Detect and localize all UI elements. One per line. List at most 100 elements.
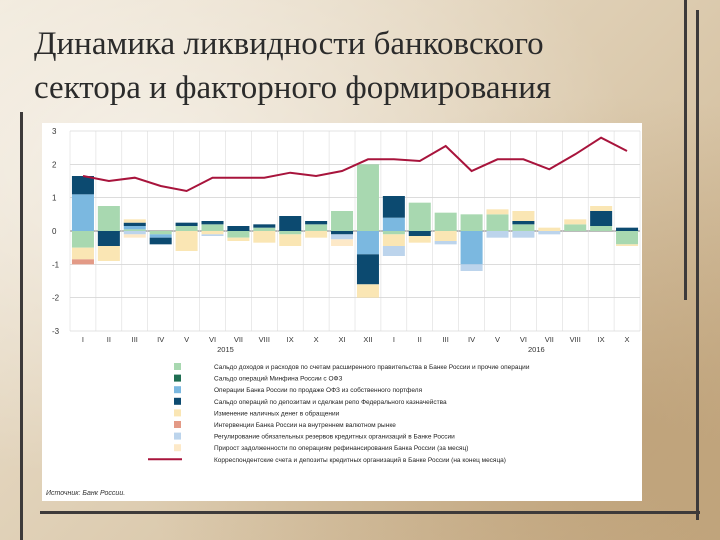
bar-segment bbox=[434, 241, 457, 245]
legend-swatch bbox=[174, 397, 181, 405]
bar-segment bbox=[123, 222, 146, 226]
bar-segment bbox=[71, 231, 94, 248]
bar-segment bbox=[486, 209, 509, 215]
x-tick-label: V bbox=[184, 335, 189, 344]
bar-segment bbox=[279, 234, 302, 246]
frame-border-top-right bbox=[684, 0, 687, 300]
bar-segment bbox=[253, 227, 276, 231]
legend-swatch bbox=[174, 363, 181, 370]
bar-segment bbox=[382, 246, 405, 256]
slide-title-line-2: сектора и факторного формирования bbox=[34, 70, 552, 106]
bar-segment bbox=[279, 216, 302, 231]
bar-segment bbox=[616, 231, 639, 245]
legend-swatch bbox=[174, 409, 181, 417]
x-tick-label: V bbox=[495, 335, 500, 344]
year-label: 2015 bbox=[217, 345, 234, 354]
bar-segment bbox=[408, 231, 431, 236]
bar-segment bbox=[486, 214, 509, 231]
legend-label: Регулирование обязательных резервов кред… bbox=[214, 433, 455, 441]
bar-segment bbox=[356, 284, 379, 298]
bar-segment bbox=[175, 226, 198, 231]
bar-segment bbox=[97, 246, 120, 261]
y-tick-label: 1 bbox=[52, 194, 57, 203]
legend-label: Изменение наличных денег в обращении bbox=[214, 409, 340, 417]
legend-label: Сальдо операций по депозитам и сделкам р… bbox=[214, 398, 447, 406]
bar-segment bbox=[149, 234, 172, 238]
year-label: 2016 bbox=[528, 345, 545, 354]
legend-swatch bbox=[174, 421, 181, 428]
bar-segment bbox=[201, 221, 224, 225]
bar-segment bbox=[123, 226, 146, 230]
bar-segment bbox=[149, 237, 172, 245]
x-tick-label: IV bbox=[468, 335, 475, 344]
legend-label: Корреспондентские счета и депозиты креди… bbox=[214, 456, 506, 464]
slide-title: Динамика ликвидности банковского сектора… bbox=[34, 22, 674, 110]
x-tick-label: II bbox=[418, 335, 422, 344]
bar-segment bbox=[123, 219, 146, 223]
bar-segment bbox=[408, 236, 431, 243]
bar-segment bbox=[97, 206, 120, 231]
x-tick-label: II bbox=[107, 335, 111, 344]
correspondent-accounts-line bbox=[82, 136, 628, 193]
y-tick-label: -1 bbox=[52, 260, 60, 269]
x-tick-label: III bbox=[443, 335, 449, 344]
bar-segment bbox=[512, 221, 535, 225]
x-tick-label: IX bbox=[287, 335, 294, 344]
x-tick-label: VI bbox=[520, 335, 527, 344]
bar-segment bbox=[305, 231, 328, 238]
legend-label: Сальдо операций Минфина России с ОФЗ bbox=[214, 375, 342, 383]
bar-segment bbox=[227, 231, 250, 238]
legend-swatch bbox=[174, 444, 181, 452]
bar-segment bbox=[97, 231, 120, 246]
bar-segment bbox=[434, 212, 457, 231]
bar-segment bbox=[382, 217, 405, 231]
bar-segment bbox=[331, 231, 354, 235]
bar-segment bbox=[590, 206, 613, 211]
frame-border-left bbox=[20, 112, 23, 540]
bar-segment bbox=[356, 231, 379, 255]
bar-segment bbox=[227, 226, 250, 231]
bar-segment bbox=[564, 224, 587, 231]
x-tick-label: X bbox=[625, 335, 630, 344]
frame-border-right bbox=[696, 10, 699, 520]
y-tick-label: -2 bbox=[52, 294, 60, 303]
bar-segment bbox=[331, 239, 354, 246]
bar-segment bbox=[512, 211, 535, 221]
source-note: Источник: Банк России. bbox=[46, 490, 125, 497]
bar-segment bbox=[123, 234, 146, 238]
bar-segment bbox=[408, 202, 431, 231]
bar-segment bbox=[434, 231, 457, 241]
bar-segment bbox=[382, 231, 405, 235]
bar-segment bbox=[71, 194, 94, 231]
bar-segment bbox=[590, 211, 613, 226]
bar-segment bbox=[486, 231, 509, 238]
bar-segment bbox=[512, 224, 535, 231]
x-tick-label: XII bbox=[363, 335, 372, 344]
legend-label: Операции Банка России по продаже ОФЗ из … bbox=[214, 386, 423, 394]
bar-segment bbox=[253, 231, 276, 243]
bar-segment bbox=[331, 234, 354, 240]
bar-segment bbox=[123, 229, 146, 231]
x-tick-label: VII bbox=[234, 335, 243, 344]
bar-segment bbox=[616, 227, 639, 231]
bar-segment bbox=[512, 231, 535, 238]
legend-swatch bbox=[174, 374, 181, 382]
bar-segment bbox=[201, 231, 224, 235]
slide-title-line-1: Динамика ликвидности банковского bbox=[34, 26, 544, 62]
y-tick-label: 2 bbox=[52, 160, 57, 169]
bar-segment bbox=[564, 219, 587, 225]
bar-segment bbox=[382, 196, 405, 218]
x-tick-label: VI bbox=[209, 335, 216, 344]
legend-swatch bbox=[174, 432, 181, 440]
bar-segment bbox=[279, 231, 302, 235]
bar-segment bbox=[305, 224, 328, 231]
x-tick-label: I bbox=[393, 335, 395, 344]
x-tick-label: VIII bbox=[259, 335, 270, 344]
x-tick-label: XI bbox=[338, 335, 345, 344]
y-tick-label: -3 bbox=[52, 327, 60, 336]
bar-segment bbox=[201, 224, 224, 231]
bar-segment bbox=[149, 231, 172, 235]
x-tick-label: VII bbox=[545, 335, 554, 344]
bar-segment bbox=[253, 224, 276, 228]
